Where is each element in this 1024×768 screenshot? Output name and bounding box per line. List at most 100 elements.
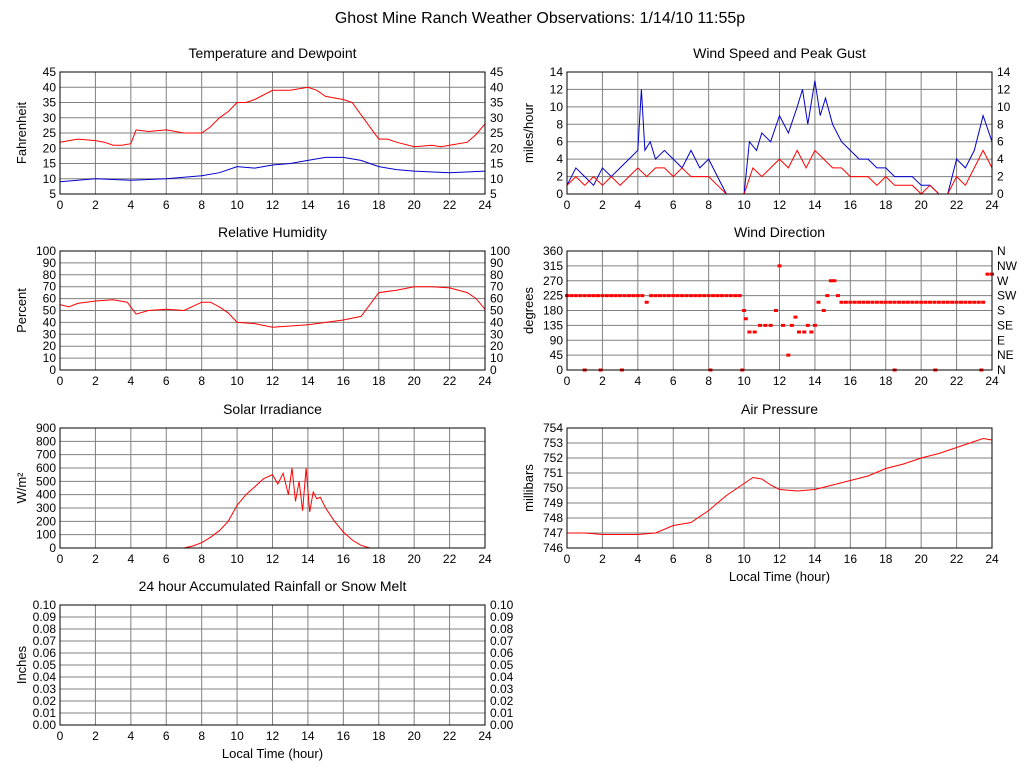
data-point [752, 330, 757, 334]
y-tick-label: 0.03 [33, 682, 57, 696]
data-point [706, 294, 711, 298]
data-point [618, 294, 623, 298]
x-tick-label: 24 [985, 198, 999, 212]
y-tick-label-right: 40 [490, 80, 504, 94]
x-tick-label: 6 [670, 552, 677, 566]
series-line [59, 286, 486, 328]
x-tick-label: 6 [163, 374, 170, 388]
y-tick-label: 20 [43, 141, 57, 155]
y-tick-label: 360 [543, 244, 563, 258]
y-tick-label-right: 0.09 [490, 610, 514, 624]
y-tick-label: 8 [556, 117, 563, 131]
data-point [569, 294, 574, 298]
data-point [622, 294, 627, 298]
x-tick-label: 18 [879, 374, 893, 388]
y-tick-label-right: S [997, 304, 1005, 318]
y-tick-label-right: 14 [997, 65, 1011, 79]
y-tick-label-right: 8 [997, 117, 1004, 131]
y-tick-label: 400 [36, 488, 56, 502]
x-tick-label: 16 [844, 198, 858, 212]
data-point [737, 294, 742, 298]
y-tick-label: 600 [36, 461, 56, 475]
data-point [786, 353, 791, 357]
data-point [963, 300, 968, 304]
data-point [747, 330, 752, 334]
x-tick-label: 22 [950, 198, 964, 212]
y-tick-label-right: 0.03 [490, 682, 514, 696]
data-point [923, 300, 928, 304]
data-point [604, 294, 609, 298]
x-tick-label: 6 [670, 198, 677, 212]
x-tick-label: 14 [301, 552, 315, 566]
y-tick-label-right: 25 [490, 126, 504, 140]
y-tick-label-right: SW [997, 289, 1017, 303]
x-tick-label: 12 [266, 552, 280, 566]
y-tick-label: 500 [36, 474, 56, 488]
data-point [733, 294, 738, 298]
data-point [758, 323, 763, 327]
y-tick-label: 0.08 [33, 622, 57, 636]
y-tick-label: 15 [43, 157, 57, 171]
x-tick-label: 2 [599, 552, 606, 566]
data-point [587, 294, 592, 298]
data-point [950, 300, 955, 304]
x-tick-label: 14 [808, 374, 822, 388]
x-tick-label: 4 [634, 198, 641, 212]
y-tick-label: 753 [543, 436, 563, 450]
data-point [609, 294, 614, 298]
y-tick-label: 45 [43, 65, 57, 79]
x-tick-label: 8 [705, 374, 712, 388]
y-tick-label: 225 [543, 289, 563, 303]
x-tick-label: 20 [407, 198, 421, 212]
y-tick-label: 315 [543, 259, 563, 273]
y-tick-label: 746 [543, 541, 563, 555]
x-tick-label: 14 [301, 374, 315, 388]
y-axis-label: Fahrenheit [14, 102, 29, 165]
x-axis-label: Local Time (hour) [729, 569, 830, 584]
data-point [905, 300, 910, 304]
data-point [728, 294, 733, 298]
y-tick-label-right: 0.05 [490, 658, 514, 672]
x-tick-label: 10 [737, 552, 751, 566]
x-tick-label: 16 [337, 198, 351, 212]
x-tick-label: 20 [914, 552, 928, 566]
data-point [693, 294, 698, 298]
plot-frame [59, 604, 486, 726]
y-tick-label: 10 [43, 351, 57, 365]
y-tick-label: 0.09 [33, 610, 57, 624]
y-tick-label-right: 2 [997, 170, 1004, 184]
y-tick-label-right: 10 [997, 100, 1011, 114]
y-tick-label: 800 [36, 434, 56, 448]
data-point [653, 294, 658, 298]
x-tick-label: 14 [301, 198, 315, 212]
y-tick-label-right: E [997, 333, 1005, 347]
x-tick-label: 2 [92, 198, 99, 212]
data-point [657, 294, 662, 298]
x-tick-label: 24 [478, 552, 492, 566]
series-line [567, 437, 993, 535]
y-tick-label-right: 60 [490, 292, 504, 306]
x-tick-label: 8 [198, 374, 205, 388]
y-axis-label: millibars [521, 464, 536, 512]
y-tick-label: 0 [556, 187, 563, 201]
data-point [892, 300, 897, 304]
x-tick-label: 12 [266, 198, 280, 212]
data-point [591, 294, 596, 298]
data-point [825, 294, 830, 298]
data-point [789, 323, 794, 327]
x-tick-label: 16 [844, 552, 858, 566]
x-tick-label: 22 [443, 374, 457, 388]
x-tick-label: 6 [670, 374, 677, 388]
y-axis-label: Inches [14, 645, 29, 684]
data-point [839, 300, 844, 304]
y-tick-label: 0.06 [33, 646, 57, 660]
y-tick-label: 300 [36, 501, 56, 515]
x-tick-label: 0 [564, 374, 571, 388]
data-point [879, 300, 884, 304]
x-tick-label: 10 [230, 374, 244, 388]
data-point [662, 294, 667, 298]
data-point [688, 294, 693, 298]
x-tick-label: 0 [57, 552, 64, 566]
